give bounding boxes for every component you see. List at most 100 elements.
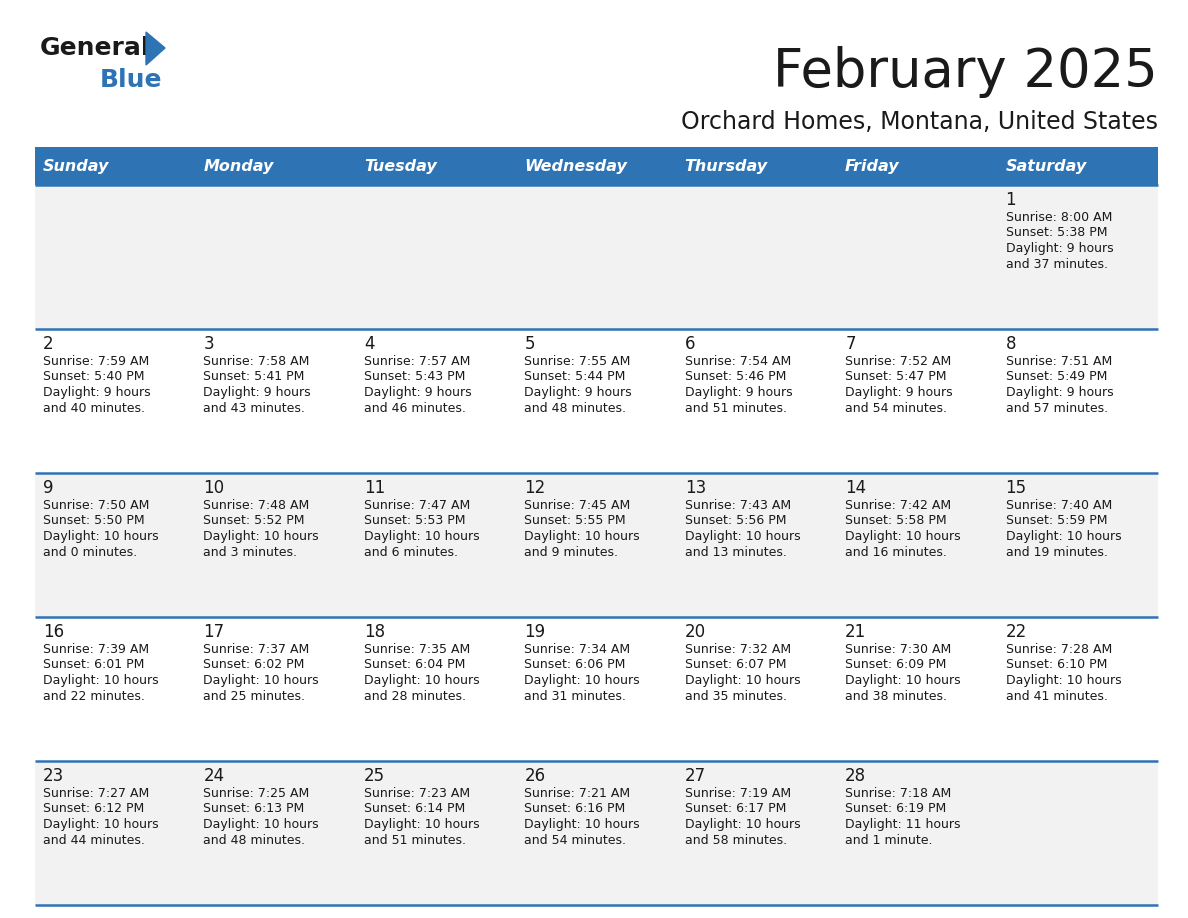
Text: and 13 minutes.: and 13 minutes. <box>684 545 786 558</box>
Text: 18: 18 <box>364 623 385 641</box>
Text: 5: 5 <box>524 335 535 353</box>
Text: Daylight: 10 hours: Daylight: 10 hours <box>684 674 801 687</box>
Text: Daylight: 10 hours: Daylight: 10 hours <box>43 530 159 543</box>
Text: and 44 minutes.: and 44 minutes. <box>43 834 145 846</box>
Text: and 9 minutes.: and 9 minutes. <box>524 545 618 558</box>
Text: Sunrise: 7:50 AM: Sunrise: 7:50 AM <box>43 499 150 512</box>
Text: Daylight: 10 hours: Daylight: 10 hours <box>845 674 961 687</box>
Text: 26: 26 <box>524 767 545 785</box>
Text: Friday: Friday <box>845 159 899 174</box>
Text: Daylight: 10 hours: Daylight: 10 hours <box>524 674 640 687</box>
Text: Sunrise: 7:30 AM: Sunrise: 7:30 AM <box>845 643 952 656</box>
Text: 3: 3 <box>203 335 214 353</box>
Text: and 35 minutes.: and 35 minutes. <box>684 689 786 702</box>
Text: 28: 28 <box>845 767 866 785</box>
Text: 11: 11 <box>364 479 385 497</box>
Text: 9: 9 <box>43 479 53 497</box>
Text: Daylight: 10 hours: Daylight: 10 hours <box>43 818 159 831</box>
Text: Sunrise: 7:54 AM: Sunrise: 7:54 AM <box>684 355 791 368</box>
Text: Sunset: 5:41 PM: Sunset: 5:41 PM <box>203 371 305 384</box>
Bar <box>34 761 1158 905</box>
Text: Sunrise: 7:27 AM: Sunrise: 7:27 AM <box>43 787 150 800</box>
Text: Sunrise: 7:25 AM: Sunrise: 7:25 AM <box>203 787 310 800</box>
Text: and 25 minutes.: and 25 minutes. <box>203 689 305 702</box>
Text: and 40 minutes.: and 40 minutes. <box>43 401 145 415</box>
Text: Sunrise: 7:42 AM: Sunrise: 7:42 AM <box>845 499 952 512</box>
Text: Sunset: 5:59 PM: Sunset: 5:59 PM <box>1005 514 1107 528</box>
Text: Sunset: 5:55 PM: Sunset: 5:55 PM <box>524 514 626 528</box>
Text: and 37 minutes.: and 37 minutes. <box>1005 258 1107 271</box>
Text: 23: 23 <box>43 767 64 785</box>
Text: 27: 27 <box>684 767 706 785</box>
Text: 25: 25 <box>364 767 385 785</box>
Text: and 54 minutes.: and 54 minutes. <box>845 401 947 415</box>
Text: Sunset: 6:12 PM: Sunset: 6:12 PM <box>43 802 144 815</box>
Text: and 1 minute.: and 1 minute. <box>845 834 933 846</box>
Text: and 46 minutes.: and 46 minutes. <box>364 401 466 415</box>
Text: Sunrise: 7:59 AM: Sunrise: 7:59 AM <box>43 355 150 368</box>
Text: and 0 minutes.: and 0 minutes. <box>43 545 137 558</box>
Text: Sunset: 5:50 PM: Sunset: 5:50 PM <box>43 514 145 528</box>
Text: Sunrise: 7:34 AM: Sunrise: 7:34 AM <box>524 643 631 656</box>
Text: Sunset: 6:14 PM: Sunset: 6:14 PM <box>364 802 466 815</box>
Text: Daylight: 10 hours: Daylight: 10 hours <box>1005 530 1121 543</box>
Text: 14: 14 <box>845 479 866 497</box>
Text: and 51 minutes.: and 51 minutes. <box>684 401 786 415</box>
Text: Sunset: 6:07 PM: Sunset: 6:07 PM <box>684 658 786 671</box>
Text: Sunset: 5:52 PM: Sunset: 5:52 PM <box>203 514 305 528</box>
Bar <box>677 147 838 185</box>
Text: Sunset: 6:04 PM: Sunset: 6:04 PM <box>364 658 466 671</box>
Bar <box>34 185 1158 329</box>
Text: 7: 7 <box>845 335 855 353</box>
Text: Sunrise: 7:28 AM: Sunrise: 7:28 AM <box>1005 643 1112 656</box>
Text: General: General <box>40 36 151 60</box>
Text: Wednesday: Wednesday <box>524 159 627 174</box>
Text: 10: 10 <box>203 479 225 497</box>
Bar <box>998 147 1158 185</box>
Text: Daylight: 10 hours: Daylight: 10 hours <box>524 530 640 543</box>
Text: Daylight: 9 hours: Daylight: 9 hours <box>845 386 953 399</box>
Text: and 16 minutes.: and 16 minutes. <box>845 545 947 558</box>
Text: 15: 15 <box>1005 479 1026 497</box>
Text: Daylight: 10 hours: Daylight: 10 hours <box>364 530 480 543</box>
Text: Daylight: 10 hours: Daylight: 10 hours <box>203 818 320 831</box>
Text: Sunset: 5:46 PM: Sunset: 5:46 PM <box>684 371 786 384</box>
Text: Blue: Blue <box>100 68 163 92</box>
Text: and 6 minutes.: and 6 minutes. <box>364 545 457 558</box>
Text: Sunrise: 7:57 AM: Sunrise: 7:57 AM <box>364 355 470 368</box>
Text: Sunset: 5:58 PM: Sunset: 5:58 PM <box>845 514 947 528</box>
Text: Sunset: 5:53 PM: Sunset: 5:53 PM <box>364 514 466 528</box>
Text: and 54 minutes.: and 54 minutes. <box>524 834 626 846</box>
Text: Daylight: 9 hours: Daylight: 9 hours <box>1005 386 1113 399</box>
Text: Daylight: 10 hours: Daylight: 10 hours <box>1005 674 1121 687</box>
Text: Thursday: Thursday <box>684 159 767 174</box>
Text: Orchard Homes, Montana, United States: Orchard Homes, Montana, United States <box>681 110 1158 134</box>
Text: Sunrise: 7:47 AM: Sunrise: 7:47 AM <box>364 499 470 512</box>
Text: and 22 minutes.: and 22 minutes. <box>43 689 145 702</box>
Text: Sunset: 5:56 PM: Sunset: 5:56 PM <box>684 514 786 528</box>
Text: Sunset: 5:38 PM: Sunset: 5:38 PM <box>1005 227 1107 240</box>
Text: Sunset: 5:44 PM: Sunset: 5:44 PM <box>524 371 626 384</box>
Text: 24: 24 <box>203 767 225 785</box>
Text: Saturday: Saturday <box>1005 159 1087 174</box>
Text: Daylight: 9 hours: Daylight: 9 hours <box>1005 242 1113 255</box>
Text: Sunset: 6:02 PM: Sunset: 6:02 PM <box>203 658 305 671</box>
Text: 20: 20 <box>684 623 706 641</box>
Text: 19: 19 <box>524 623 545 641</box>
Text: Sunrise: 7:45 AM: Sunrise: 7:45 AM <box>524 499 631 512</box>
Text: Sunrise: 7:19 AM: Sunrise: 7:19 AM <box>684 787 791 800</box>
Bar <box>34 147 196 185</box>
Text: 8: 8 <box>1005 335 1016 353</box>
Text: Daylight: 9 hours: Daylight: 9 hours <box>684 386 792 399</box>
Text: and 28 minutes.: and 28 minutes. <box>364 689 466 702</box>
Text: and 31 minutes.: and 31 minutes. <box>524 689 626 702</box>
Text: Daylight: 10 hours: Daylight: 10 hours <box>684 818 801 831</box>
Text: Monday: Monday <box>203 159 273 174</box>
Text: Sunset: 5:47 PM: Sunset: 5:47 PM <box>845 371 947 384</box>
Text: Sunrise: 7:52 AM: Sunrise: 7:52 AM <box>845 355 952 368</box>
Polygon shape <box>146 32 165 65</box>
Text: Sunrise: 7:23 AM: Sunrise: 7:23 AM <box>364 787 470 800</box>
Text: 13: 13 <box>684 479 706 497</box>
Text: Sunset: 5:49 PM: Sunset: 5:49 PM <box>1005 371 1107 384</box>
Text: Daylight: 9 hours: Daylight: 9 hours <box>203 386 311 399</box>
